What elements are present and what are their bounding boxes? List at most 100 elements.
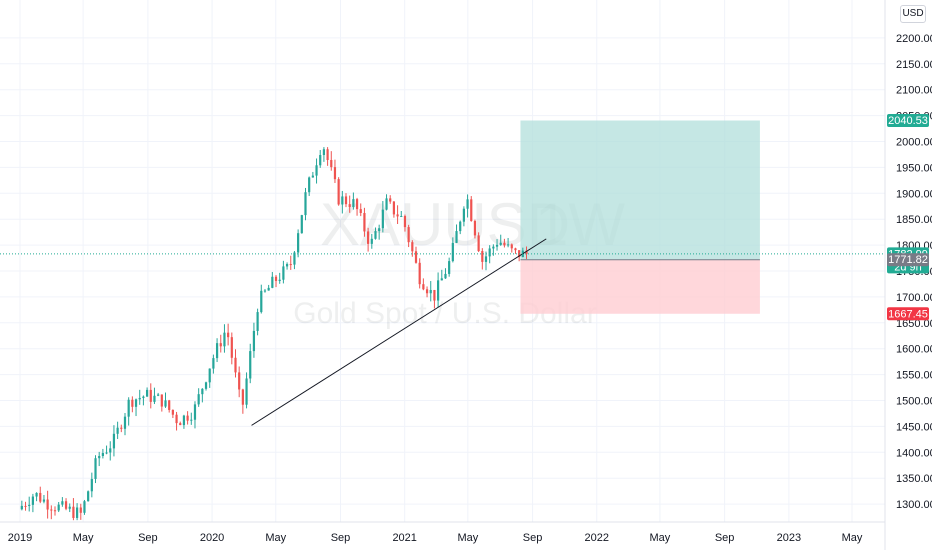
candle-body (308, 177, 311, 193)
candle-body (319, 155, 322, 166)
time-tick-label: Sep (138, 532, 158, 544)
candle-body (495, 244, 499, 247)
candle-body (363, 213, 366, 232)
candle-body (138, 397, 141, 400)
candle-body (238, 372, 241, 390)
candle-body (168, 400, 171, 410)
candle-body (201, 388, 204, 395)
price-tick-label: 1550.00 (896, 370, 932, 382)
candle-body (50, 509, 53, 511)
candle-body (374, 231, 377, 239)
candle-body (164, 400, 167, 407)
price-axis[interactable]: 2200.002150.002100.002050.002000.001950.… (884, 0, 932, 550)
candle-body (227, 332, 230, 338)
candle-body (352, 199, 355, 208)
candle-body (322, 149, 326, 156)
time-axis[interactable]: 2019 May Sep 2020 May Sep 2021 May Sep 2022 May Sep… (0, 521, 885, 544)
candle-body (42, 499, 46, 502)
candle-body (28, 504, 31, 506)
candle-body (315, 165, 318, 176)
candle-body (94, 458, 97, 479)
time-tick-label: 2020 (200, 532, 224, 544)
candle-body (263, 290, 267, 292)
candle-body (53, 510, 57, 512)
candle-body (389, 198, 392, 202)
price-tick-label: 1700.00 (896, 292, 932, 304)
price-tick-label: 1300.00 (896, 499, 932, 511)
time-tick-label: Sep (715, 532, 735, 544)
candle-body (477, 235, 480, 252)
candle-body (503, 242, 506, 246)
candle-body (171, 409, 174, 415)
candle-body (219, 343, 222, 347)
candle-body (271, 276, 274, 288)
target-zone (520, 120, 760, 260)
candle-body (459, 221, 462, 232)
candle-body (252, 330, 256, 352)
price-tick-label: 2200.00 (896, 33, 932, 45)
candle-body (462, 208, 465, 222)
price-tick-label: 1850.00 (896, 214, 932, 226)
time-tick-label: Sep (331, 532, 351, 544)
candle-body (429, 289, 432, 294)
price-tick-label: 1450.00 (896, 421, 932, 433)
candle-body (499, 242, 502, 245)
price-tick-label: 1350.00 (896, 473, 932, 485)
candle-body (341, 196, 344, 205)
candle-body (392, 201, 396, 215)
candle-body (311, 175, 314, 178)
candle-body (57, 504, 60, 511)
candle-body (35, 492, 38, 497)
time-tick-label: 2021 (392, 532, 416, 544)
currency-label[interactable]: USD (900, 5, 926, 23)
time-tick-label: May (73, 532, 94, 544)
candle-body (112, 433, 116, 449)
candle-body (127, 399, 130, 417)
candle-body (234, 357, 237, 373)
candle-body (241, 389, 244, 405)
candle-body (90, 478, 93, 492)
candle-body (466, 199, 469, 209)
candle-body (197, 394, 200, 405)
candle-body (436, 280, 440, 301)
candle-body (68, 506, 71, 509)
candle-body (414, 251, 418, 263)
candle-body (245, 378, 248, 405)
candle-body (64, 501, 68, 509)
candle-body (403, 216, 407, 228)
time-tick-label: May (842, 532, 863, 544)
candle-body (510, 244, 513, 249)
candle-body (208, 368, 211, 383)
price-tick-label: 2100.00 (896, 85, 932, 97)
candle-body (407, 227, 410, 243)
candle-body (120, 427, 123, 429)
candle-body (186, 415, 189, 421)
candle-body (514, 248, 517, 251)
grid (0, 0, 885, 522)
candle-body (46, 499, 49, 510)
candle-body (448, 261, 451, 274)
candle-body (61, 501, 64, 505)
candle-body (433, 289, 436, 301)
trendline[interactable] (251, 238, 547, 426)
candle-body (300, 215, 303, 234)
price-tick-label: 1650.00 (896, 318, 932, 330)
candle-body (134, 399, 138, 407)
candle-body (385, 198, 388, 210)
candle-body (256, 312, 259, 331)
candle-body (179, 423, 182, 426)
candle-body (190, 419, 193, 421)
candles (20, 147, 528, 521)
candle-body (285, 264, 289, 267)
time-tick-label: May (457, 532, 478, 544)
long-position-tool[interactable] (520, 120, 760, 314)
candle-body (381, 209, 384, 229)
time-tick-label: 2023 (777, 532, 801, 544)
candle-body (400, 216, 403, 218)
candle-body (157, 394, 160, 396)
price-tick-label: 2150.00 (896, 59, 932, 71)
candle-body (289, 264, 292, 266)
candle-body (418, 262, 421, 285)
